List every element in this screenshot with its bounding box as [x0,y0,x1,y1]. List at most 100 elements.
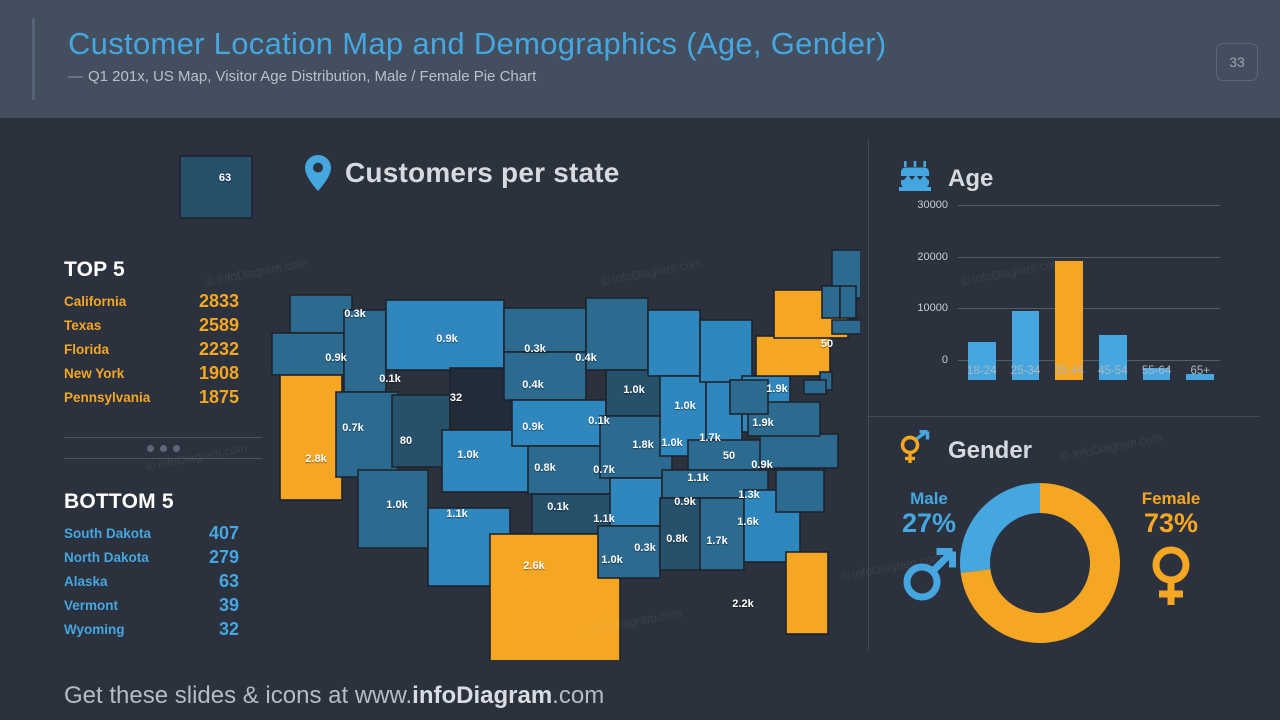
donut-slice-female[interactable] [960,483,1120,643]
map-state-wa[interactable] [289,294,353,334]
map-state-value-label: 50 [722,450,736,462]
bar-slot [1135,225,1179,380]
top5-title: TOP 5 [64,258,125,281]
map-state-md[interactable] [803,379,827,395]
state-value: 1875 [198,387,239,407]
separator-dots [64,438,262,458]
map-state-la[interactable] [597,525,661,579]
list-item: Wyoming 32 [64,619,239,645]
map-state-value-label: 80 [399,435,413,447]
map-state-value-label: 1.0k [386,499,408,511]
gridline [958,360,1220,361]
age-bar[interactable] [967,342,996,380]
age-bar[interactable] [1011,311,1040,380]
map-state-value-label: 1.1k [593,513,615,525]
birthday-cake-icon [898,160,932,197]
map-state-ak[interactable] [179,155,253,219]
map-state-mt[interactable] [385,299,505,371]
map-state-ne[interactable] [511,399,607,447]
age-bar-chart[interactable]: 0 10000 20000 30000 18-24 25-34 35-44 45-54 55-… [900,199,1230,380]
map-state-ar[interactable] [609,477,663,527]
subtitle-text: Q1 201x, US Map, Visitor Age Distributio… [88,68,537,85]
map-state-or[interactable] [271,332,345,376]
map-state-al[interactable] [699,497,745,571]
y-axis-tick: 20000 [917,250,948,263]
x-axis-tick: 35-44 [1054,365,1084,377]
map-state-az[interactable] [357,469,429,549]
list-item: Florida 2232 [64,339,239,365]
bar-slot [960,225,1004,380]
state-value: 407 [208,523,239,543]
map-state-ca[interactable] [279,374,343,501]
list-item: South Dakota 407 [64,523,239,549]
x-axis-tick: 55-64 [1141,365,1172,377]
location-pin-icon [305,155,331,191]
map-title: Customers per state [345,157,620,188]
footer-prefix: Get these slides & icons at www. [64,682,413,709]
bottom5-title: BOTTOM 5 [64,490,174,513]
age-bar[interactable] [1142,367,1171,380]
state-value: 2589 [198,315,239,335]
gridline [958,308,1220,310]
map-state-wi[interactable] [647,309,701,377]
gender-section-header: Gender [896,429,1033,471]
map-state-tn[interactable] [661,469,769,499]
map-state-ut[interactable] [391,394,451,468]
gender-female-legend: Female 73% [1125,489,1217,612]
x-axis-tick: 65+ [1190,365,1210,377]
mars-symbol-icon [888,545,970,608]
list-item: New York 1908 [64,363,239,389]
donut-slice-male[interactable] [960,483,1040,574]
list-item: Pennsylvania 1875 [64,387,239,413]
bottom5-list: BOTTOM 5 South Dakota 407 North Dakota 279 A… [64,490,239,645]
list-item: Alaska 63 [64,571,239,597]
map-state-fl[interactable] [785,551,829,635]
map-state-pa[interactable] [755,335,831,377]
map-state-mn[interactable] [585,297,649,371]
panel-horizontal-divider [868,416,1260,417]
map-state-nc[interactable] [759,433,839,469]
state-name: Florida [64,342,110,357]
map-state-value-label: 63 [218,172,232,184]
age-bar[interactable] [1186,374,1215,380]
map-state-value-label: 2.8k [305,453,327,465]
female-label: Female [1141,489,1201,508]
bar-slot [1004,225,1048,380]
map-state-mi[interactable] [699,319,753,383]
panel-vertical-divider [868,140,869,650]
map-state-sd[interactable] [503,351,587,401]
map-state-value-label: 1.0k [623,384,645,396]
map-state-value-label: 1.0k [674,400,696,412]
map-state-sc[interactable] [775,469,825,513]
map-state-value-label: 0.4k [522,379,544,391]
gender-donut-chart[interactable] [957,480,1123,646]
map-state-value-label: 50 [820,338,834,350]
gridline [958,205,1220,206]
map-state-id[interactable] [343,309,387,393]
map-state-value-label: 0.1k [379,373,401,385]
list-item: Vermont 39 [64,595,239,621]
male-female-symbol-icon [896,429,932,471]
x-axis-tick: 45-54 [1098,365,1128,377]
map-state-ma[interactable] [831,319,860,335]
bar-slot [1178,225,1222,380]
gridline [958,256,1220,258]
x-axis-tick: 25-34 [1010,365,1041,377]
footer-suffix: .com [552,682,605,709]
footer-promo: Get these slides & icons at www.infoDiag… [64,682,604,710]
map-state-nv[interactable] [335,391,399,478]
state-name: Pennsylvania [64,390,151,405]
age-section-header: Age [898,160,993,197]
state-name: California [64,294,127,309]
x-axis-tick: 18-24 [967,365,997,377]
map-heading: Customers per state [305,155,620,191]
gender-section-title: Gender [948,436,1033,464]
map-state-value-label: 0.4k [575,352,597,364]
age-bar[interactable] [1055,261,1084,380]
us-customer-map[interactable]: Customers per state [160,140,870,650]
age-bar[interactable] [1098,334,1127,380]
header-accent-bar [32,18,35,100]
map-state-wv[interactable] [729,379,769,415]
map-state-nh[interactable] [839,285,857,319]
map-state-vt[interactable] [821,285,841,319]
